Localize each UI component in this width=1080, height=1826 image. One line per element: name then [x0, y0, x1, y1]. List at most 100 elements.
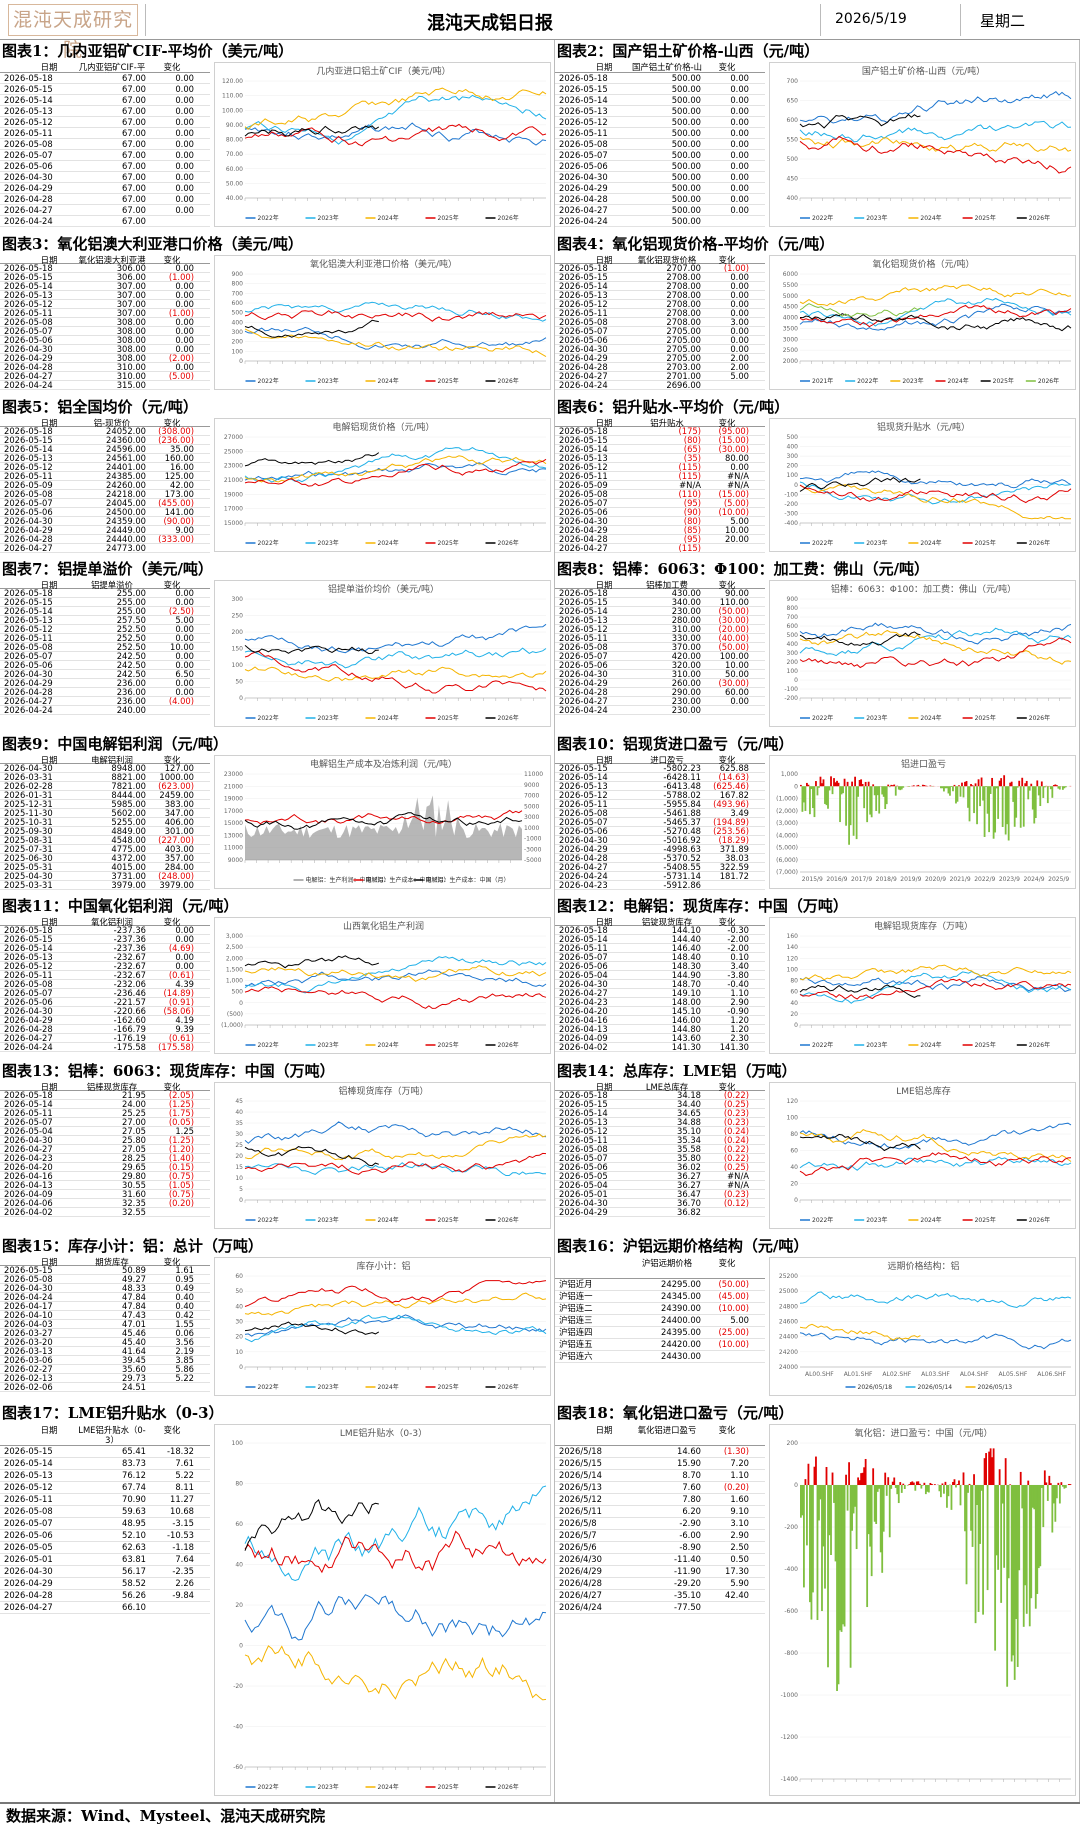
- table-row: 2026/4/24-77.50: [555, 1602, 765, 1614]
- date-cell: 2026-05-14: [559, 935, 649, 943]
- value-cell: -5016.92: [639, 836, 701, 844]
- date-cell: 2026/4/28: [559, 1578, 649, 1589]
- bar: [865, 1459, 867, 1485]
- value-cell: 2708.00: [639, 291, 701, 299]
- value-cell: -11.40: [639, 1554, 701, 1565]
- value-cell: 58.52: [84, 1578, 146, 1589]
- y-tick-label: 10: [235, 1175, 243, 1182]
- bar: [809, 786, 811, 814]
- value-cell: -232.67: [84, 953, 146, 961]
- panel-title: 图表12：电解铝：现货库存：中国（万吨）: [557, 895, 848, 917]
- value-cell: 62.63: [84, 1542, 146, 1553]
- change-cell: 38.03: [705, 854, 749, 862]
- date-cell: 2026-04-24: [559, 872, 649, 880]
- date-cell: 2026-04-29: [4, 526, 94, 534]
- value-cell: -5955.84: [639, 800, 701, 808]
- change-cell: (194.89): [705, 818, 749, 826]
- chart-title: 氧化铝：进口盈亏：中国（元/吨）: [854, 1427, 992, 1439]
- bar: [871, 1485, 873, 1576]
- value-cell: 2708.00: [639, 309, 701, 317]
- bar: [940, 1485, 942, 1497]
- value-cell: 24390.00: [639, 1303, 701, 1314]
- change-cell: (15.00): [705, 490, 749, 498]
- legend-label: 2024年: [378, 1383, 399, 1391]
- column-header: 变化: [705, 1257, 749, 1279]
- change-cell: 0.00: [705, 128, 749, 138]
- change-cell: 3.49: [705, 809, 749, 817]
- bar: [845, 1475, 847, 1485]
- date-cell: 2026-04-23: [4, 1154, 94, 1162]
- y-tick-label: 700: [787, 614, 799, 621]
- y-tick-label: 300: [232, 329, 244, 336]
- bar: [952, 786, 954, 791]
- value-cell: -176.19: [84, 1034, 146, 1042]
- value-cell: -2.90: [639, 1518, 701, 1529]
- date-cell: 2026-05-14: [4, 1458, 94, 1469]
- bar: [1020, 786, 1022, 827]
- bar: [943, 1485, 945, 1494]
- y-tick-label: 30: [235, 1131, 243, 1138]
- change-cell: 35.00: [150, 445, 194, 453]
- date-cell: 2026-05-18: [559, 1091, 649, 1099]
- value-cell: 34.65: [639, 1109, 701, 1117]
- y-tick-label: -1200: [781, 1734, 799, 1741]
- y-tick-label: 100: [232, 662, 244, 669]
- y2-tick-label: 5000: [524, 803, 539, 810]
- change-cell: 0.00: [150, 625, 194, 633]
- legend-label: 2022年: [258, 539, 279, 547]
- value-cell: 500.00: [639, 106, 701, 116]
- panel-title: 图表9：中国电解铝利润（元/吨）: [2, 733, 228, 755]
- value-cell: 24295.00: [639, 1279, 701, 1290]
- y-tick-label: 15000: [224, 520, 243, 527]
- panel-title: 图表17：LME铝升贴水（0-3）: [2, 1402, 224, 1424]
- date-cell: 2025-08-31: [4, 836, 94, 844]
- date-cell: 2026-04-17: [4, 1302, 94, 1310]
- value-cell: -4998.63: [639, 845, 701, 853]
- date-cell: 2025-09-30: [4, 827, 94, 835]
- date-cell: 2026-04-28: [4, 1590, 94, 1601]
- bar: [808, 1464, 810, 1485]
- bar: [886, 1485, 888, 1496]
- profit-area: [245, 795, 522, 860]
- y-tick-label: 40: [235, 1109, 243, 1116]
- change-cell: (30.00): [705, 679, 749, 687]
- date-cell: 2026-05-09: [559, 481, 649, 489]
- date-cell: 2026/5/8: [559, 1518, 649, 1529]
- date-cell: 2026-05-18: [4, 589, 94, 597]
- data-table: 日期氧化铝澳大利亚港口价格变化2026-05-18306.000.002026-…: [0, 255, 210, 390]
- bar: [1039, 1485, 1041, 1566]
- legend-label: 2024年: [920, 1041, 941, 1049]
- change-cell: -2.00: [705, 935, 749, 943]
- bar: [1026, 1485, 1028, 1614]
- chart-title: LME铝总库存: [896, 1085, 950, 1097]
- change-cell: (333.00): [150, 535, 194, 543]
- change-cell: #N/A: [705, 481, 749, 489]
- panel-title: 图表11：中国氧化铝利润（元/吨）: [2, 895, 238, 917]
- change-cell: 167.82: [705, 791, 749, 799]
- date-cell: 2026-05-12: [4, 625, 94, 633]
- y-tick-label: 40: [790, 1164, 798, 1171]
- column-header: 氧化铝澳大利亚港口价格: [76, 255, 148, 264]
- change-cell: 4.19: [150, 1016, 194, 1024]
- table-header: 日期进口盈亏变化: [555, 755, 765, 764]
- column-header: 变化: [150, 1082, 194, 1091]
- bar: [812, 1485, 814, 1592]
- value-cell: 8.70: [639, 1470, 701, 1481]
- value-cell: -232.67: [84, 971, 146, 979]
- chart-title: 电解铝生产成本及冶炼利润（元/吨）: [310, 758, 457, 770]
- table-row: 2026-05-15(80)(15.00): [555, 436, 765, 445]
- y-tick-label: 0: [239, 1197, 243, 1204]
